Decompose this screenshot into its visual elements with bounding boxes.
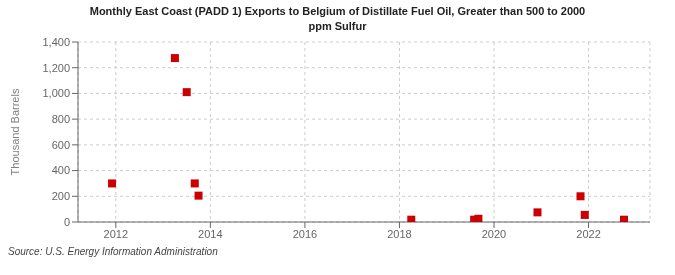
svg-text:1,200: 1,200 (42, 62, 70, 74)
svg-text:400: 400 (52, 164, 70, 176)
svg-text:800: 800 (52, 113, 70, 125)
html-text:ppm Sulfur: ppm Sulfur (308, 20, 367, 32)
svg-text:1,000: 1,000 (42, 87, 70, 99)
svg-text:600: 600 (52, 139, 70, 151)
svg-text:200: 200 (52, 190, 70, 202)
svg-text:2018: 2018 (387, 228, 411, 240)
svg-text:1,400: 1,400 (42, 36, 70, 48)
svg-text:2020: 2020 (482, 228, 506, 240)
svg-text:0: 0 (64, 216, 70, 228)
svg-text:2016: 2016 (293, 228, 317, 240)
html-text:Source: U.S. Energy Informatio: Source: U.S. Energy Information Administ… (8, 246, 218, 257)
svg-text:2014: 2014 (198, 228, 222, 240)
svg-text:Thousand Barrels: Thousand Barrels (9, 88, 21, 175)
html-text:Monthly East Coast (PADD 1) Ex: Monthly East Coast (PADD 1) Exports to B… (89, 5, 586, 17)
svg-text:2022: 2022 (576, 228, 600, 240)
svg-text:2012: 2012 (104, 228, 128, 240)
